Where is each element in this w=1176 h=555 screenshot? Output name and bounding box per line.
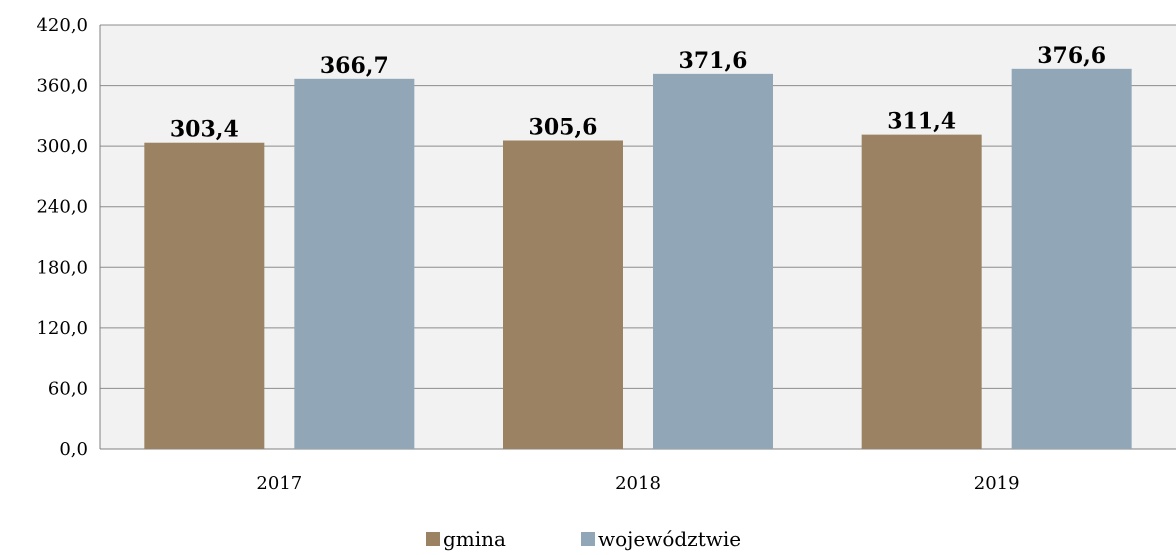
legend-label: województwie: [598, 527, 741, 551]
data-label: 371,6: [679, 48, 748, 74]
y-tick-label: 0,0: [59, 439, 88, 460]
y-tick-label: 300,0: [36, 136, 88, 157]
bar-gmina-2017: [144, 142, 265, 449]
legend-label: gmina: [443, 527, 506, 551]
bars: 303,4 366,7 305,6 371,6 311,4 376,6: [144, 43, 1132, 450]
legend: gmina województwie: [426, 527, 741, 551]
data-label: 376,6: [1037, 43, 1106, 69]
y-axis-ticks: 0,0 60,0 120,0 180,0 240,0 300,0 360,0 420,0: [36, 15, 88, 460]
y-tick-label: 360,0: [36, 76, 88, 97]
bar-gmina-2018: [503, 140, 623, 450]
y-tick-label: 420,0: [36, 15, 88, 36]
data-label: 305,6: [529, 114, 598, 140]
legend-swatch: [426, 532, 440, 546]
bar-województwie-2018: [653, 73, 773, 449]
bar-gmina-2019: [861, 134, 982, 450]
bar-województwie-2017: [294, 78, 415, 449]
data-label: 311,4: [887, 109, 956, 135]
legend-swatch: [581, 532, 595, 546]
bar-województwie-2019: [1011, 68, 1132, 450]
y-tick-label: 60,0: [48, 378, 88, 399]
plot-area: [100, 25, 1176, 449]
y-tick-label: 240,0: [36, 197, 88, 218]
data-label: 303,4: [170, 117, 239, 143]
gridlines: [99, 24, 1176, 450]
x-axis-categories: 2017 2018 2019: [256, 473, 1019, 494]
x-category-label: 2019: [974, 473, 1020, 494]
x-category-label: 2017: [256, 473, 302, 494]
y-tick-label: 120,0: [36, 318, 88, 339]
data-label: 366,7: [320, 53, 389, 79]
y-tick-label: 180,0: [36, 257, 88, 278]
x-category-label: 2018: [615, 473, 661, 494]
